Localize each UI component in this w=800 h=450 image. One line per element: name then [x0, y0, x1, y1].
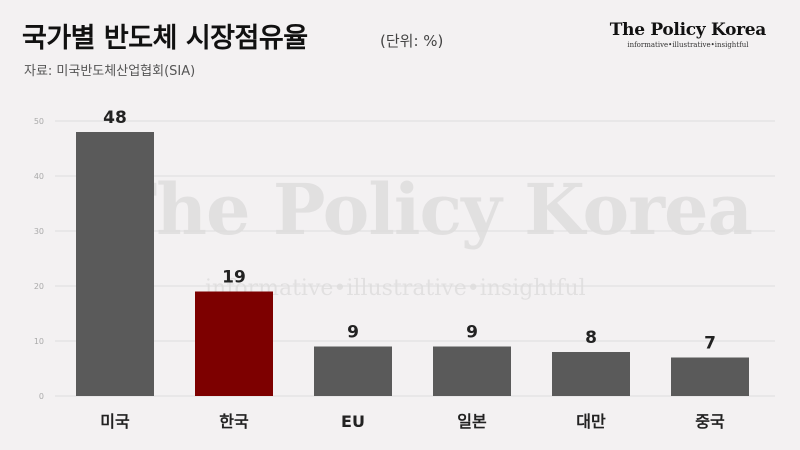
y-tick-label: 40 [34, 172, 44, 181]
data-label: 9 [347, 323, 359, 343]
category-label: 일본 [457, 412, 487, 431]
y-tick-label: 10 [34, 337, 44, 346]
watermark-name: The Policy Korea [105, 168, 753, 251]
chart-title: 국가별 반도체 시장점유율 [22, 23, 308, 54]
data-label: 19 [222, 268, 246, 288]
y-tick-label: 50 [34, 117, 44, 126]
bar-3 [433, 346, 511, 396]
brand-tagline: informative•illustrative•insightful [627, 41, 749, 49]
source-note: 자료: 미국반도체산업협회(SIA) [24, 64, 196, 79]
data-label: 9 [466, 323, 478, 343]
brand-name: The Policy Korea [609, 20, 767, 40]
category-label: 한국 [219, 412, 249, 431]
data-label: 7 [704, 334, 716, 354]
bar-5 [671, 357, 749, 396]
bar-2 [314, 346, 392, 396]
y-tick-label: 30 [34, 227, 44, 236]
y-tick-label: 0 [39, 392, 44, 401]
brand-logo: The Policy Korea informative•illustrativ… [609, 20, 767, 49]
bar-1 [195, 291, 273, 396]
unit-label: (단위: %) [380, 32, 444, 50]
category-label: 대만 [576, 412, 606, 431]
data-label: 48 [103, 108, 127, 128]
bar-4 [552, 352, 630, 396]
y-tick-label: 20 [34, 282, 44, 291]
bar-0 [76, 132, 154, 396]
category-label: EU [341, 412, 365, 431]
data-label: 8 [585, 328, 597, 348]
category-label: 미국 [100, 412, 130, 431]
category-label: 중국 [695, 412, 725, 431]
